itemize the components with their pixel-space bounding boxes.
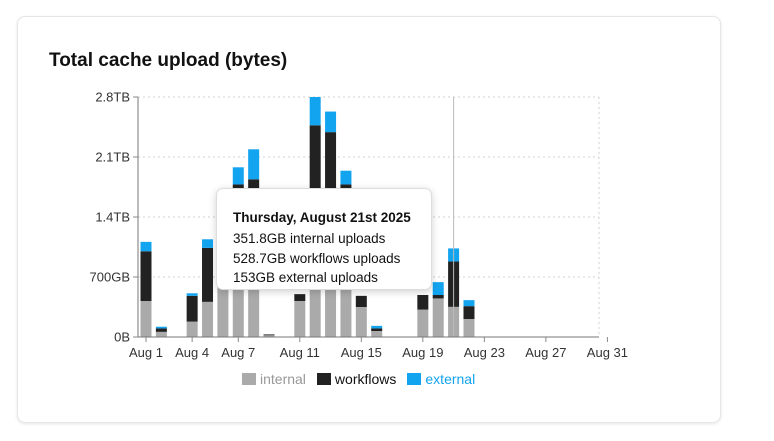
bar-segment-external[interactable] [232,167,244,185]
x-tick-label: Aug 27 [525,345,566,360]
bar-segment-internal[interactable] [217,281,229,337]
bar-segment-workflows[interactable] [355,295,367,307]
bar-segment-external[interactable] [248,149,260,180]
bar-segment-internal[interactable] [140,301,152,337]
bar-segment-workflows[interactable] [463,306,475,319]
x-tick-label: Aug 7 [221,345,255,360]
bar-segment-internal[interactable] [417,309,429,337]
y-tick-label: 1.4TB [95,210,130,225]
tooltip-title: Thursday, August 21st 2025 [233,210,411,225]
legend-swatch-external [407,373,422,385]
chart-title: Total cache upload (bytes) [49,50,288,71]
bar-segment-workflows[interactable] [371,328,383,331]
legend-item-workflows[interactable]: workflows [316,371,397,387]
y-tick-label: 700GB [90,270,130,285]
legend-swatch-workflows [316,373,331,385]
y-tick-label: 2.8TB [95,90,130,105]
y-tick-label: 0B [114,330,130,345]
bar-segment-internal[interactable] [371,331,383,337]
bar-segment-workflows[interactable] [263,334,275,336]
bar-segment-internal[interactable] [294,301,306,337]
bar-segment-workflows[interactable] [294,294,306,301]
bar-segment-external[interactable] [340,170,352,185]
bar-segment-external[interactable] [463,300,475,307]
bar-segment-internal[interactable] [340,283,352,337]
legend-swatch-internal [242,373,256,385]
bar-segment-external[interactable] [140,241,152,252]
bar-segment-workflows[interactable] [432,295,444,299]
tooltip-internal-line: 351.8GB internal uploads [233,231,386,246]
bar-segment-internal[interactable] [248,275,260,337]
bar-segment-workflows[interactable] [309,125,321,210]
x-tick-label: Aug 1 [129,345,163,360]
y-axis-ticks: 0B 700GB 1.4TB 2.1TB 2.8TB [90,90,138,345]
x-tick-label: Aug 4 [175,345,209,360]
legend-item-internal[interactable]: internal [242,371,306,387]
bar-segment-workflows[interactable] [325,132,337,201]
x-tick-label: Aug 15 [341,345,382,360]
legend-label-workflows: workflows [334,371,397,387]
bar-segment-internal[interactable] [432,298,444,337]
bar-segment-internal[interactable] [202,301,214,337]
chart-tooltip: Thursday, August 21st 2025 351.8GB inter… [216,188,432,290]
bar-segment-internal[interactable] [263,335,275,337]
x-tick-label: Aug 31 [587,345,628,360]
legend-item-external[interactable]: external [407,371,475,387]
x-tick-label: Aug 11 [280,345,320,360]
tooltip-workflows-line: 528.7GB workflows uploads [233,250,401,266]
x-axis-ticks: Aug 1 Aug 4 Aug 7 Aug 11 Aug 15 Aug 19 Aug 23 A… [129,337,628,360]
bar-segment-workflows[interactable] [155,328,167,332]
bar-segment-external[interactable] [186,293,198,296]
bar-segment-workflows[interactable] [202,247,214,302]
x-tick-label: Aug 23 [464,345,505,360]
bar-segment-internal[interactable] [186,321,198,337]
bar-segment-internal[interactable] [232,278,244,337]
bar-segment-internal[interactable] [463,319,475,337]
bar-segment-external[interactable] [155,326,167,329]
bar-segment-internal[interactable] [155,331,167,337]
bar-segment-workflows[interactable] [417,295,429,310]
bar-segment-workflows[interactable] [140,251,152,301]
tooltip-external-line: 153GB external uploads [233,270,378,285]
bar-segment-external[interactable] [325,111,337,133]
bar-segment-workflows[interactable] [186,295,198,322]
y-tick-label: 2.1TB [95,150,130,165]
legend-label-internal: internal [260,371,306,387]
x-tick-label: Aug 19 [402,345,443,360]
chart-legend: internal workflows external [242,370,475,388]
legend-label-external: external [425,371,476,387]
bar-segment-external[interactable] [309,97,321,126]
bar-segment-external[interactable] [371,325,383,329]
bar-segment-external[interactable] [432,282,444,295]
bar-segment-external[interactable] [202,239,214,248]
bar-segment-internal[interactable] [355,307,367,337]
